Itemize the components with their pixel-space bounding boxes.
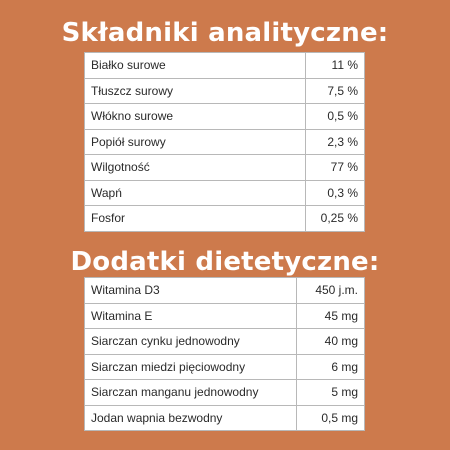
row-name: Fosfor — [85, 206, 306, 231]
table-row: Siarczan miedzi pięciowodny 6 mg — [85, 354, 365, 380]
row-name: Siarczan manganu jednowodny — [85, 380, 297, 405]
row-value: 0,5 mg — [321, 410, 358, 425]
row-name: Popiół surowy — [85, 129, 306, 154]
row-value: 7,5 % — [327, 83, 358, 98]
row-name: Siarczan cynku jednowodny — [85, 329, 297, 354]
table-row: Witamina D3 450 j.m. — [85, 278, 365, 304]
row-name: Jodan wapnia bezwodny — [85, 405, 297, 430]
row-value: 0,25 % — [320, 211, 358, 226]
row-name: Witamina E — [85, 303, 297, 328]
table-row: Witamina E 45 mg — [85, 303, 365, 329]
row-value: 77 % — [330, 160, 358, 175]
row-value: 5 mg — [331, 385, 358, 400]
table-row: Wilgotność 77 % — [85, 155, 365, 181]
row-value: 45 mg — [324, 308, 358, 323]
analytical-table: Białko surowe 11 % Tłuszcz surowy 7,5 % … — [84, 52, 365, 232]
analytical-heading: Składniki analityczne: — [61, 18, 389, 48]
table-row: Jodan wapnia bezwodny 0,5 mg — [85, 405, 365, 431]
table-row: Siarczan manganu jednowodny 5 mg — [85, 380, 365, 406]
row-name: Tłuszcz surowy — [85, 78, 306, 103]
row-name: Wilgotność — [85, 155, 306, 180]
table-row: Siarczan cynku jednowodny 40 mg — [85, 329, 365, 355]
row-name: Witamina D3 — [85, 278, 297, 303]
row-value: 0,3 % — [327, 185, 358, 200]
table-row: Fosfor 0,25 % — [85, 206, 365, 232]
row-value: 40 mg — [324, 334, 358, 349]
row-name: Włókno surowe — [85, 104, 306, 129]
row-value: 450 j.m. — [315, 283, 358, 298]
additives-heading: Dodatki dietetyczne: — [70, 247, 380, 277]
row-value: 6 mg — [331, 359, 358, 374]
table-row: Tłuszcz surowy 7,5 % — [85, 78, 365, 104]
row-name: Siarczan miedzi pięciowodny — [85, 354, 297, 379]
table-row: Białko surowe 11 % — [85, 53, 365, 79]
table-row: Popiół surowy 2,3 % — [85, 129, 365, 155]
table-row: Wapń 0,3 % — [85, 180, 365, 206]
row-value: 11 % — [331, 58, 358, 73]
additives-table: Witamina D3 450 j.m. Witamina E 45 mg Si… — [84, 277, 365, 431]
row-name: Wapń — [85, 180, 306, 205]
row-value: 2,3 % — [327, 134, 358, 149]
row-value: 0,5 % — [327, 109, 358, 124]
row-name: Białko surowe — [85, 53, 306, 78]
table-row: Włókno surowe 0,5 % — [85, 104, 365, 130]
